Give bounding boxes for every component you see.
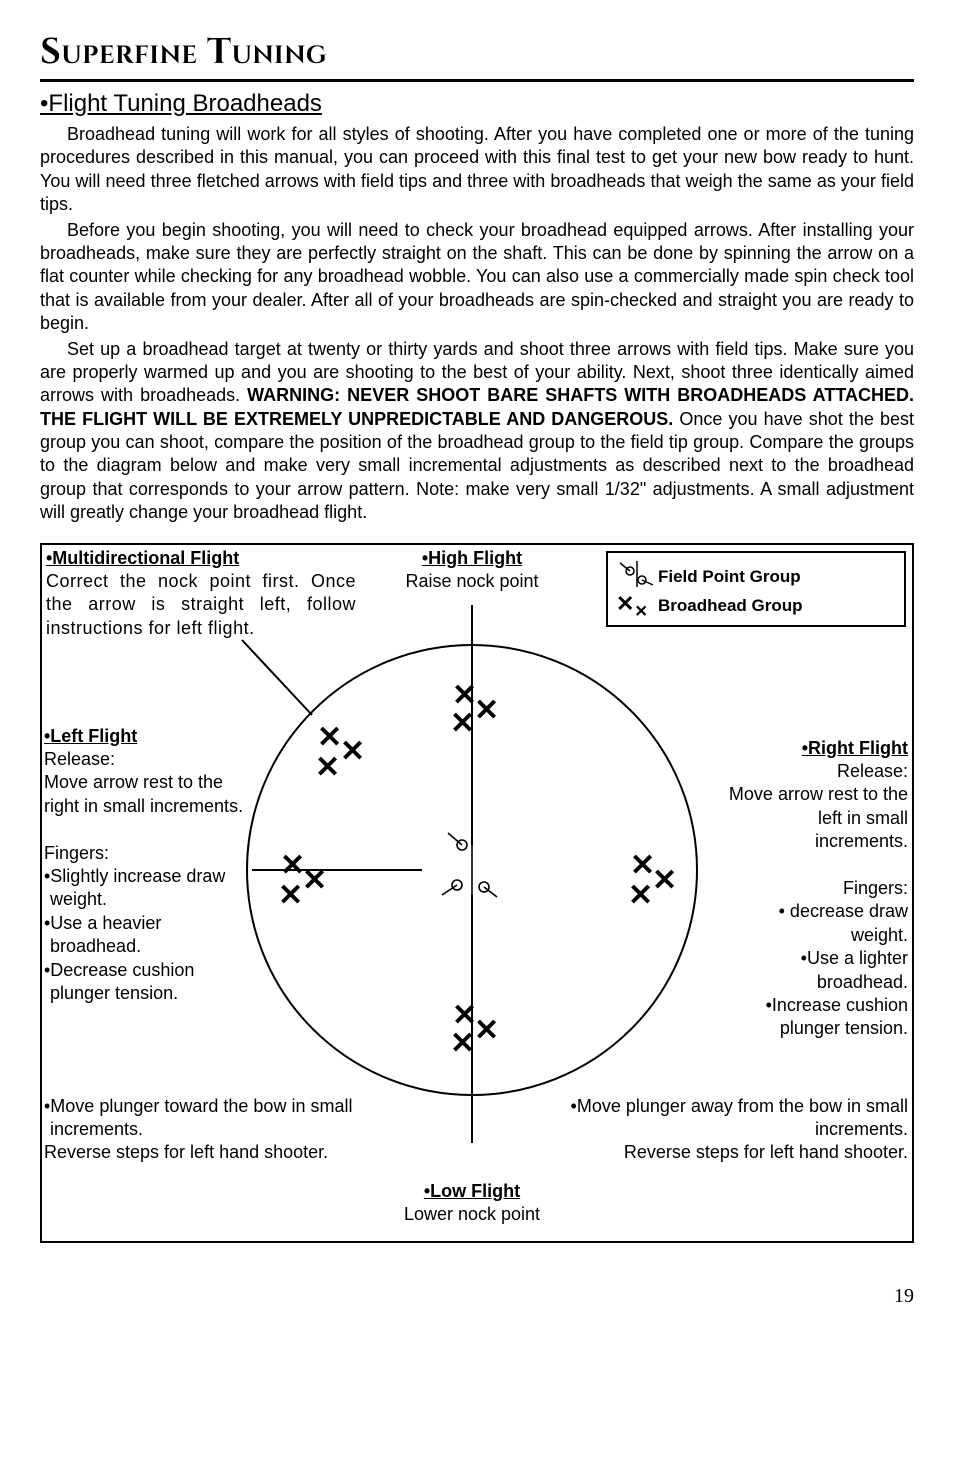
paragraph-1: Broadhead tuning will work for all style… — [40, 123, 914, 217]
left-block: •Left Flight Release: Move arrow rest to… — [44, 725, 244, 1006]
multidir-block: •Multidirectional Flight Correct the noc… — [46, 547, 356, 641]
right-block: •Right Flight Release: Move arrow rest t… — [728, 737, 908, 1041]
left-reverse: Reverse steps for left hand shooter. — [44, 1141, 394, 1164]
right-release-label: Release: — [728, 760, 908, 783]
left-block-2: •Move plunger toward the bow in small in… — [44, 1095, 394, 1165]
diagram-container: Field Point Group ✕✕ Broadhead Group ✕✕✕ — [40, 543, 914, 1243]
right-f1: • decrease draw weight. — [728, 900, 908, 947]
low-block: •Low Flight Lower nock point — [372, 1180, 572, 1227]
page-title: Superfine Tuning — [40, 30, 914, 82]
high-block: •High Flight Raise nock point — [387, 547, 557, 594]
svg-text:✕: ✕ — [450, 1027, 475, 1060]
paragraph-2: Before you begin shooting, you will need… — [40, 219, 914, 336]
right-block-2: •Move plunger away from the bow in small… — [558, 1095, 908, 1165]
left-release-label: Release: — [44, 748, 244, 771]
page-number: 19 — [40, 1283, 914, 1309]
section-subtitle: •Flight Tuning Broadheads — [40, 88, 914, 119]
svg-text:✕: ✕ — [450, 707, 475, 740]
svg-text:✕: ✕ — [315, 751, 340, 784]
paragraph-3: Set up a broadhead target at twenty or t… — [40, 338, 914, 525]
left-f4: •Move plunger toward the bow in small in… — [44, 1095, 394, 1142]
high-body: Raise nock point — [387, 570, 557, 593]
svg-text:✕: ✕ — [628, 879, 653, 912]
left-release-body: Move arrow rest to the right in small in… — [44, 771, 244, 818]
left-f3: •Decrease cushion plunger tension. — [44, 959, 244, 1006]
multidir-body: Correct the nock point first. Once the a… — [46, 570, 356, 640]
multidir-title: •Multidirectional Flight — [46, 547, 356, 570]
svg-text:✕: ✕ — [278, 879, 303, 912]
right-f3: •Increase cushion plunger tension. — [728, 994, 908, 1041]
left-f2: •Use a heavier broadhead. — [44, 912, 244, 959]
left-fingers-label: Fingers: — [44, 842, 244, 865]
right-reverse: Reverse steps for left hand shooter. — [558, 1141, 908, 1164]
high-title: •High Flight — [387, 547, 557, 570]
svg-text:✕: ✕ — [652, 864, 677, 897]
svg-text:✕: ✕ — [474, 1014, 499, 1047]
svg-text:✕: ✕ — [302, 864, 327, 897]
low-body: Lower nock point — [372, 1203, 572, 1226]
svg-text:✕: ✕ — [474, 694, 499, 727]
right-f2: •Use a lighter broadhead. — [728, 947, 908, 994]
right-fingers-label: Fingers: — [728, 877, 908, 900]
svg-text:✕: ✕ — [317, 721, 342, 754]
left-f1: •Slightly increase draw weight. — [44, 865, 244, 912]
svg-text:✕: ✕ — [340, 735, 365, 768]
right-title: •Right Flight — [728, 737, 908, 760]
right-release-body: Move arrow rest to the left in small inc… — [728, 783, 908, 853]
low-title: •Low Flight — [372, 1180, 572, 1203]
right-f4: •Move plunger away from the bow in small… — [558, 1095, 908, 1142]
left-title: •Left Flight — [44, 725, 244, 748]
